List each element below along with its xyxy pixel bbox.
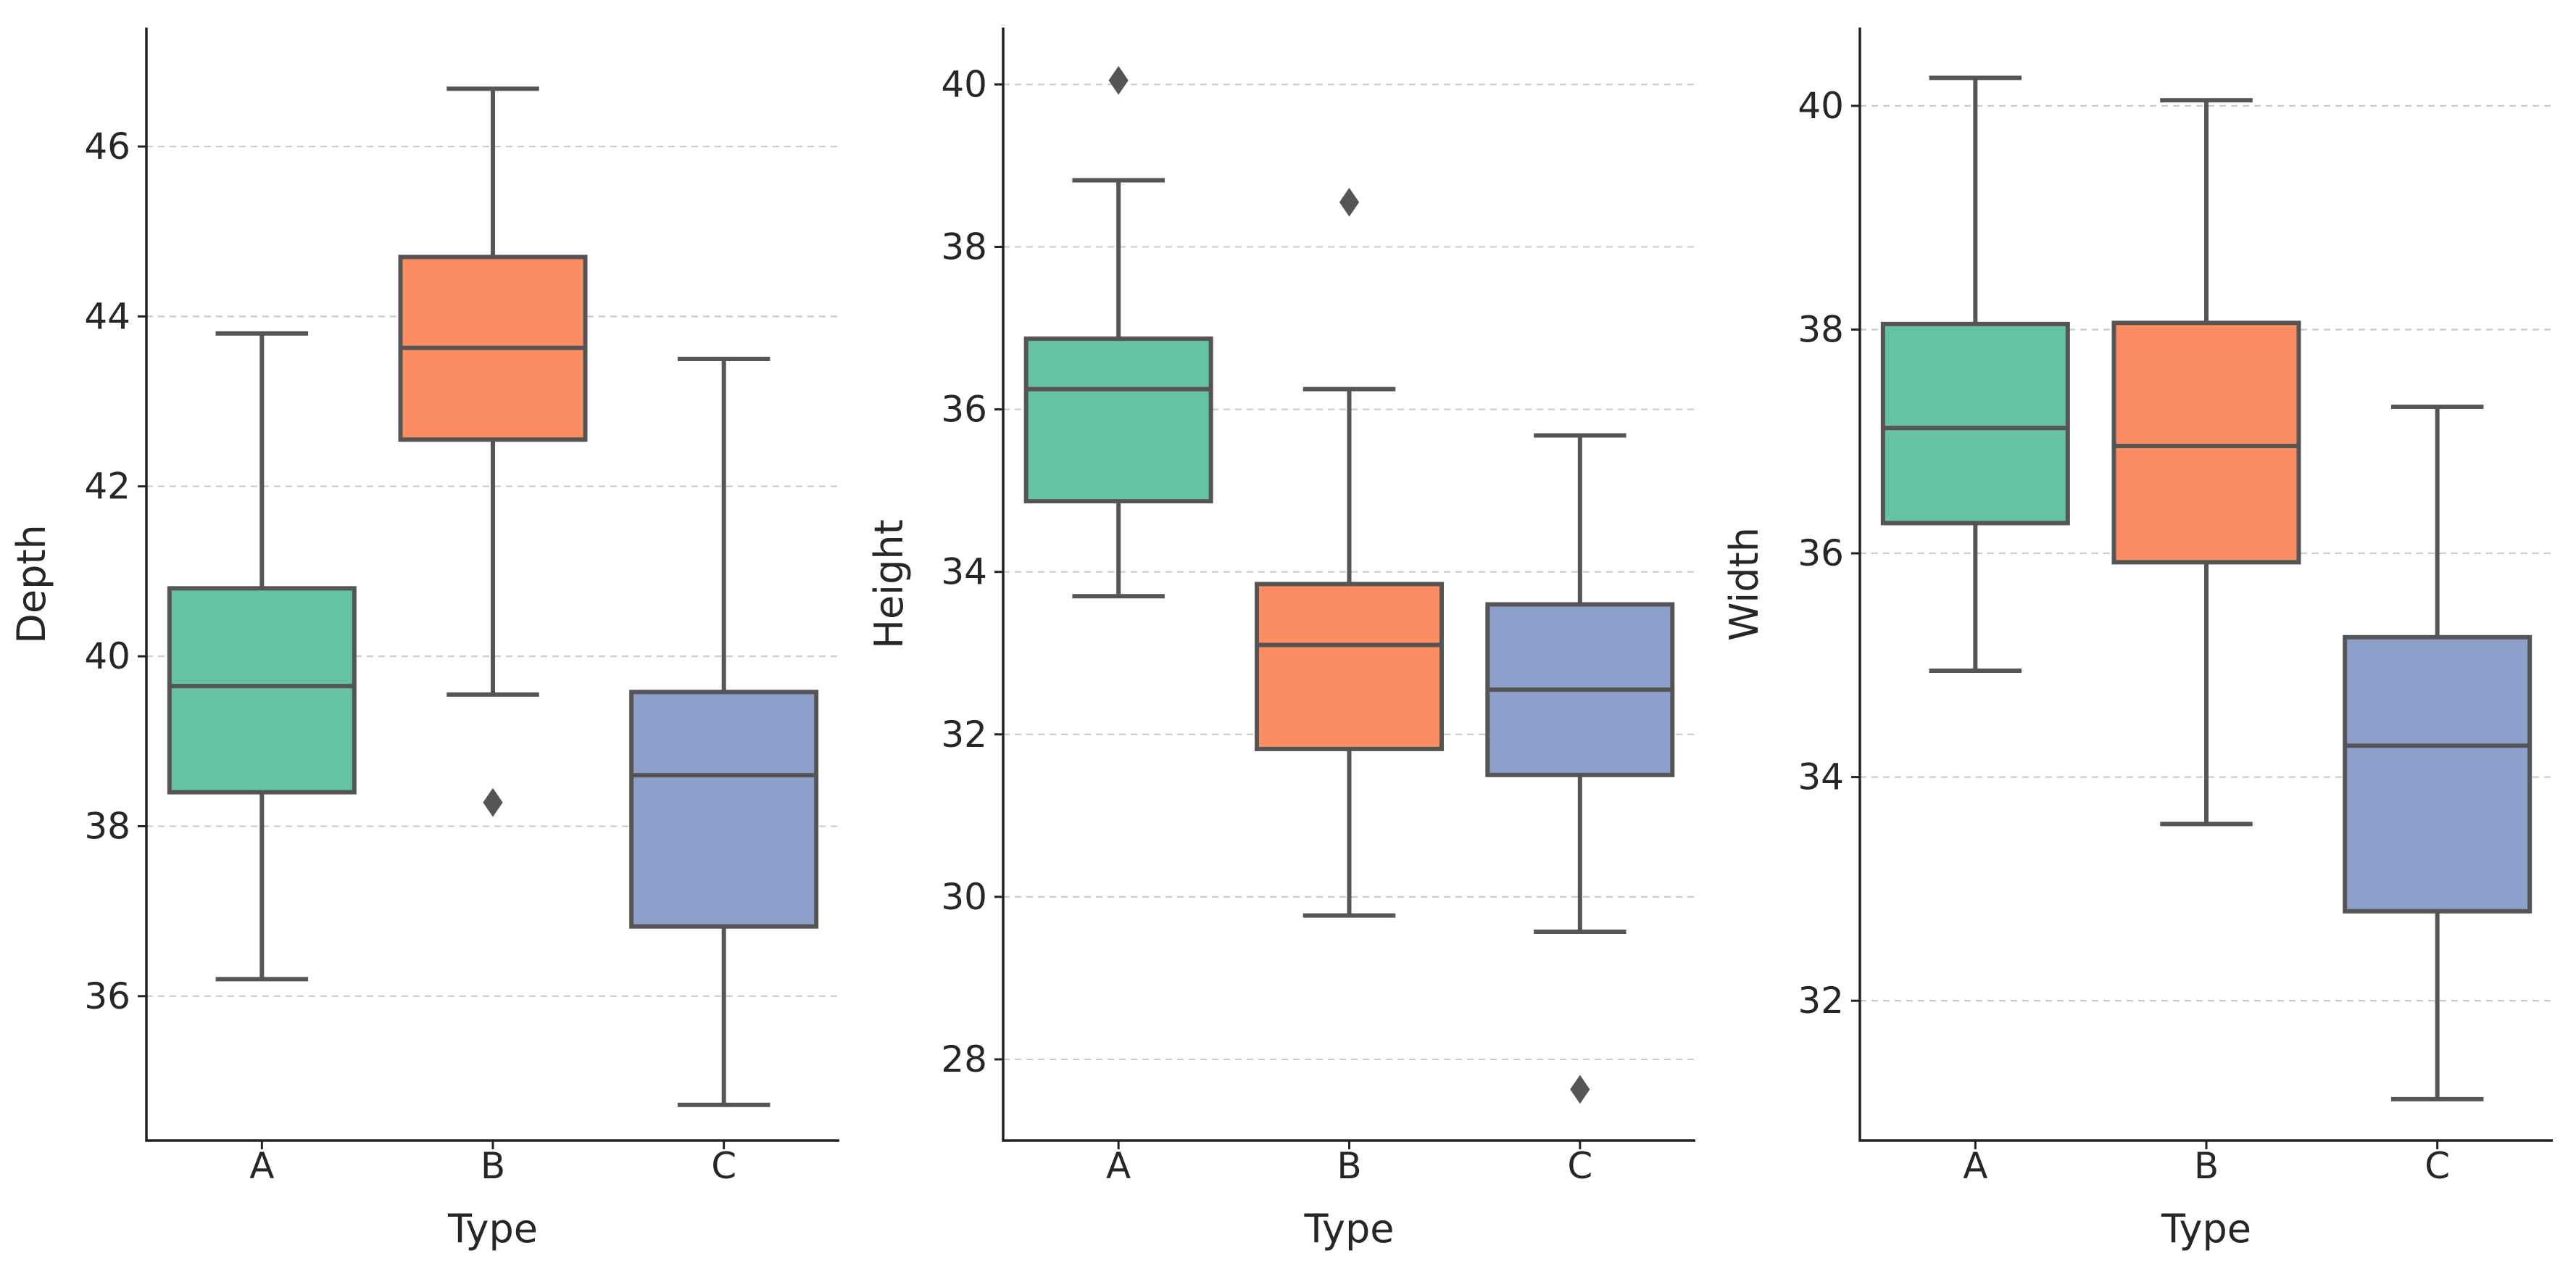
depth-x-tick-label-b: B — [481, 1145, 505, 1187]
depth-y-tick-label-42: 42 — [84, 466, 130, 508]
height-outlier-a-0 — [1108, 65, 1129, 95]
depth-boxplot-panel: 36 38 40 42 44 46 A B C Type Depth — [9, 28, 839, 1252]
depth-axes-spine — [145, 28, 839, 1142]
height-y-tick-label-34: 34 — [941, 551, 987, 593]
height-x-tick-label-b: B — [1337, 1145, 1361, 1187]
height-y-tick-label-30: 30 — [941, 876, 987, 918]
depth-box-a — [167, 586, 357, 795]
width-box-b — [2111, 320, 2301, 565]
depth-y-tick-label-38: 38 — [84, 805, 130, 847]
width-boxplot-panel: 32 34 36 38 40 A B C Type Width — [1721, 28, 2553, 1252]
height-x-tick-label-a: A — [1106, 1145, 1131, 1187]
height-boxplot-panel: 28 30 32 34 36 38 40 A B C Type Height — [866, 28, 1695, 1252]
depth-x-tick-label-c: C — [711, 1145, 736, 1187]
height-box-b — [1255, 582, 1444, 751]
height-x-tick-label-c: C — [1567, 1145, 1592, 1187]
height-axes-spine — [1002, 28, 1695, 1142]
depth-outlier-b-0 — [483, 787, 503, 817]
height-y-tick-label-40: 40 — [941, 63, 987, 105]
height-y-axis-label: Height — [866, 519, 912, 649]
width-y-tick-label-38: 38 — [1798, 309, 1844, 351]
width-x-tick-label-c: C — [2425, 1145, 2450, 1187]
width-x-tick-label-a: A — [1963, 1145, 1987, 1187]
width-y-tick-label-34: 34 — [1798, 756, 1844, 798]
depth-y-tick-label-46: 46 — [84, 125, 130, 167]
depth-y-tick-label-44: 44 — [84, 295, 130, 337]
height-x-axis-label: Type — [1303, 1206, 1394, 1252]
height-y-tick-label-32: 32 — [941, 713, 987, 756]
width-axes-spine — [1858, 28, 2553, 1142]
height-y-tick-label-36: 36 — [941, 389, 987, 431]
depth-x-tick-label-a: A — [249, 1145, 274, 1187]
depth-y-axis-label: Depth — [9, 524, 54, 643]
height-box-a — [1023, 336, 1213, 504]
height-y-tick-label-38: 38 — [941, 226, 987, 268]
width-x-tick-label-b: B — [2194, 1145, 2219, 1187]
depth-x-axis-label: Type — [447, 1206, 538, 1252]
width-box-c — [2343, 634, 2533, 914]
width-y-tick-label-36: 36 — [1798, 532, 1844, 574]
width-y-axis-label: Width — [1721, 527, 1767, 641]
width-y-tick-label-40: 40 — [1798, 85, 1844, 127]
height-outlier-b-0 — [1339, 188, 1360, 217]
depth-box-c — [629, 690, 819, 929]
height-y-tick-label-28: 28 — [941, 1038, 987, 1080]
depth-y-tick-label-40: 40 — [84, 635, 130, 677]
width-x-axis-label: Type — [2161, 1206, 2251, 1252]
depth-y-tick-label-36: 36 — [84, 975, 130, 1017]
height-outlier-c-0 — [1570, 1075, 1590, 1104]
width-box-a — [1880, 321, 2070, 526]
width-y-tick-label-32: 32 — [1798, 980, 1844, 1022]
